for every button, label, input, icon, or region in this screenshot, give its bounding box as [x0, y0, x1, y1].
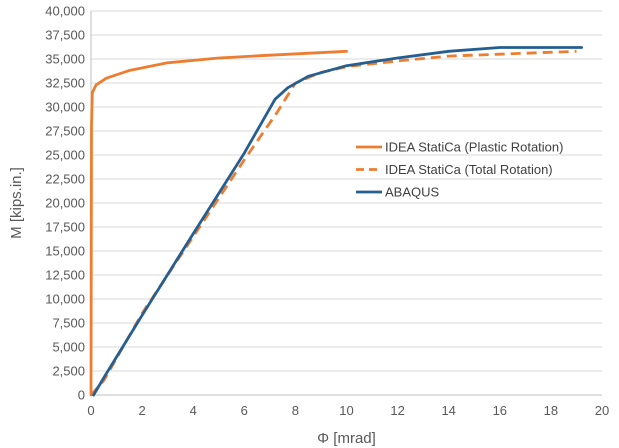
x-tick-label: 6: [241, 403, 248, 418]
x-tick-label: 4: [190, 403, 197, 418]
legend-label: IDEA StatiCa (Total Rotation): [385, 162, 553, 177]
y-tick-label: 37,500: [45, 28, 85, 43]
y-tick-label: 22,500: [45, 172, 85, 187]
y-tick-label: 25,000: [45, 148, 85, 163]
x-tick-label: 0: [87, 403, 94, 418]
x-tick-label: 16: [493, 403, 507, 418]
x-tick-label: 8: [292, 403, 299, 418]
x-tick-label: 10: [339, 403, 353, 418]
y-tick-label: 10,000: [45, 292, 85, 307]
x-tick-label: 2: [138, 403, 145, 418]
y-tick-label: 12,500: [45, 268, 85, 283]
legend-label: ABAQUS: [385, 185, 440, 200]
y-tick-label: 27,500: [45, 124, 85, 139]
legend-label: IDEA StatiCa (Plastic Rotation): [385, 140, 563, 155]
series-line-2: [89, 49, 577, 396]
y-tick-label: 40,000: [45, 4, 85, 19]
y-tick-label: 35,000: [45, 52, 85, 67]
series-line-3: [92, 46, 583, 397]
gridlines: [91, 10, 602, 372]
y-tick-label: 30,000: [45, 100, 85, 115]
y-tick-label: 32,500: [45, 76, 85, 91]
y-tick-label: 20,000: [45, 196, 85, 211]
y-tick-label: 15,000: [45, 244, 85, 259]
y-axis-label: M [kips.in.]: [8, 167, 25, 239]
plot-area: [89, 46, 583, 397]
x-tick-label: 18: [544, 403, 558, 418]
series-line-1: [89, 49, 348, 397]
x-axis-label: Φ [mrad]: [317, 430, 376, 447]
y-tick-label: 2,500: [52, 364, 85, 379]
y-tick-label: 5,000: [52, 340, 85, 355]
legend: IDEA StatiCa (Plastic Rotation) IDEA Stat…: [356, 140, 563, 200]
tick-labels: 0 2,500 5,000 7,500 10,000 12,500 15,000 17,500…: [45, 4, 609, 419]
x-tick-label: 12: [390, 403, 404, 418]
y-tick-label: 0: [78, 388, 85, 403]
x-tick-label: 14: [441, 403, 455, 418]
x-tick-label: 20: [595, 403, 609, 418]
y-tick-label: 7,500: [52, 316, 85, 331]
y-tick-label: 17,500: [45, 220, 85, 235]
